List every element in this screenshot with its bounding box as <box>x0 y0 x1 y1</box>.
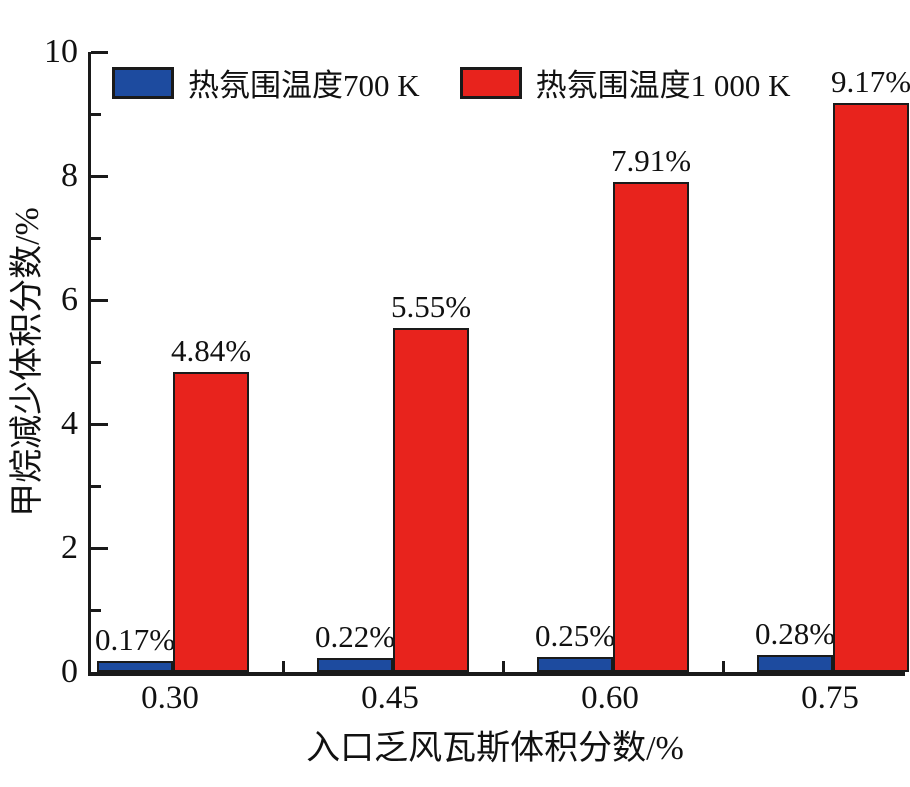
y-minor-tick <box>91 360 101 364</box>
x-tick-label: 0.75 <box>801 680 859 716</box>
x-tick-label: 0.45 <box>361 680 419 716</box>
y-tick-label: 10 <box>44 33 78 70</box>
y-tick-label: 4 <box>61 405 78 442</box>
y-major-tick <box>91 422 108 426</box>
bar-700k <box>317 658 393 672</box>
x-minor-tick <box>281 661 285 672</box>
bar-1000k <box>833 103 909 672</box>
y-axis-title: 甲烷减少体积分数/% <box>9 207 46 517</box>
bar-700k <box>537 656 613 672</box>
x-minor-tick <box>721 661 725 672</box>
bar-1000k <box>393 327 469 672</box>
bar-1000k <box>613 181 689 672</box>
legend-label-1000k: 热氛围温度1 000 K <box>535 68 791 103</box>
legend-label-700k: 热氛围温度700 K <box>188 68 420 103</box>
bar-value-label: 0.25% <box>534 617 616 653</box>
y-tick-label: 0 <box>61 653 78 690</box>
legend-swatch-1000k <box>459 66 522 99</box>
y-minor-tick <box>91 608 101 612</box>
bar-value-label: 7.91% <box>610 142 692 178</box>
bar-value-label: 9.17% <box>830 64 910 100</box>
y-major-tick <box>91 174 108 178</box>
bar-value-label: 5.55% <box>390 288 472 324</box>
bar-700k <box>757 654 833 672</box>
bar-value-label: 4.84% <box>170 332 252 368</box>
x-tick-label: 0.30 <box>141 680 199 716</box>
y-minor-tick <box>91 236 101 240</box>
bar-value-label: 0.28% <box>754 615 836 651</box>
y-major-tick <box>91 50 108 54</box>
legend: 热氛围温度700 K 热氛围温度1 000 K <box>112 60 791 105</box>
plot-area: 0.17% 4.84% 0.22% 5.55% 0.25% 7.91% 0.28% 9.17% <box>88 50 910 676</box>
y-minor-tick <box>91 112 101 116</box>
legend-item-1000k: 热氛围温度1 000 K <box>459 60 791 105</box>
x-tick-label: 0.60 <box>581 680 639 716</box>
bar-value-label: 0.22% <box>314 619 396 655</box>
y-tick-label: 6 <box>61 281 78 318</box>
y-tick-label: 2 <box>61 529 78 566</box>
y-major-tick <box>91 546 108 550</box>
legend-item-700k: 热氛围温度700 K <box>112 60 420 105</box>
bar-value-label: 0.17% <box>94 622 176 658</box>
legend-swatch-700k <box>112 66 174 99</box>
x-minor-tick <box>501 661 505 672</box>
bar-1000k <box>173 371 249 672</box>
y-minor-tick <box>91 484 101 488</box>
y-tick-label: 8 <box>61 157 78 194</box>
bar-700k <box>97 661 173 672</box>
x-axis-title: 入口乏风瓦斯体积分数/% <box>306 730 684 767</box>
y-major-tick <box>91 298 108 302</box>
